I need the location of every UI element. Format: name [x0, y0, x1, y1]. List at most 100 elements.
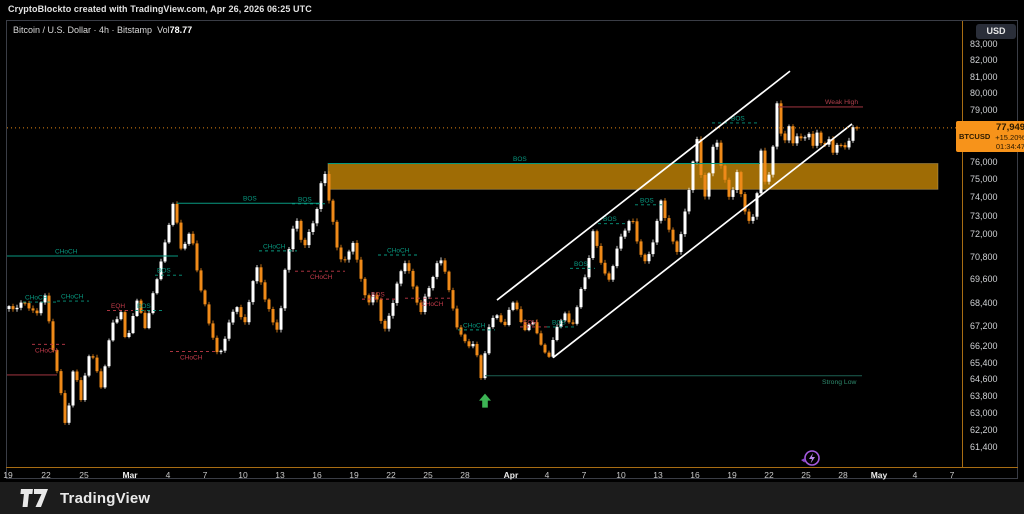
time-tick-label: Mar	[122, 470, 138, 480]
time-tick-label: 4	[912, 470, 918, 480]
price-tick-label: 79,000	[970, 105, 998, 115]
price-tick-label: 61,400	[970, 441, 998, 452]
time-tick-label: 19	[3, 470, 13, 480]
down-wicks	[12, 100, 858, 425]
structure-label: CHoCH	[310, 274, 333, 281]
structure-label: CHoCH	[421, 301, 444, 308]
price-tick-label: 70,800	[970, 251, 998, 262]
time-tick-label: 16	[312, 470, 322, 480]
structure-label: EQH	[111, 303, 125, 310]
supply-zone	[327, 163, 939, 190]
chart-frame	[6, 20, 1018, 479]
time-tick-label: 13	[275, 470, 285, 480]
last-price-tag: BTCUSD 77,949 +15.20% 01:34:47	[956, 120, 1024, 152]
attribution-bar: CryptoBlockto created with TradingView.c…	[0, 0, 1024, 18]
structure-label: BOS	[243, 196, 257, 203]
time-tick-label: May	[870, 470, 888, 480]
time-tick-label: 13	[653, 470, 663, 480]
price-change-percent: +15.20%	[995, 132, 1024, 142]
price-tick-label: 66,200	[970, 341, 998, 352]
structure-label: BOS	[513, 156, 527, 163]
price-tick-label: 67,200	[970, 321, 998, 332]
price-tick-label: 82,000	[970, 55, 998, 66]
up-wicks	[8, 101, 854, 425]
time-tick-label: Apr	[503, 470, 519, 480]
attribution-text: CryptoBlockto created with TradingView.c…	[8, 4, 312, 14]
time-tick-label: 16	[690, 470, 700, 480]
structure-label: CHoCH	[463, 322, 486, 329]
level-label: Weak High	[825, 99, 858, 106]
time-tick-label: 7	[202, 470, 208, 480]
price-tick-label: 63,000	[970, 407, 998, 418]
price-tick-label: 74,000	[970, 192, 998, 203]
price-tick-label: 75,000	[970, 174, 998, 185]
down-candles	[11, 103, 859, 423]
structure-label: CHoCH	[35, 347, 58, 354]
time-tick-label: 19	[349, 470, 359, 480]
volume-value: 78.77	[169, 25, 193, 35]
structure-label: CHoCH	[55, 248, 78, 255]
time-tick-label: 25	[801, 470, 811, 480]
last-price-value: 77,949	[996, 121, 1024, 133]
time-tick-label: 28	[838, 470, 848, 480]
price-tick-label: 80,000	[970, 88, 998, 99]
time-tick-label: 25	[423, 470, 433, 480]
channel-trendline[interactable]	[496, 70, 791, 301]
volume-label: Vol	[157, 25, 170, 35]
time-axis-line	[6, 467, 1018, 468]
structure-label: BOS	[298, 196, 312, 203]
footer-bar: TradingView	[0, 482, 1024, 514]
structure-label: BOS	[731, 115, 745, 122]
price-tick-label: 76,000	[970, 156, 998, 167]
structure-label: CHoCH	[180, 354, 203, 361]
buy-arrow-icon	[479, 393, 492, 408]
structure-label: BOS	[603, 216, 617, 223]
structure-label: BOS	[371, 292, 385, 299]
event-lightning-icon[interactable]	[797, 448, 823, 473]
symbol-name: Bitcoin / U.S. Dollar · 4h · Bitstamp	[13, 25, 153, 35]
time-tick-label: 19	[727, 470, 737, 480]
time-tick-label: 4	[165, 470, 171, 480]
structure-label: CHoCH	[263, 243, 286, 250]
time-tick-label: 22	[41, 470, 51, 480]
channel-trendline[interactable]	[552, 123, 853, 359]
price-tick-label: 62,200	[970, 424, 998, 435]
currency-toggle-button[interactable]: USD	[976, 24, 1016, 39]
structure-label: BOS	[552, 319, 566, 326]
tradingview-logo-icon[interactable]	[20, 489, 50, 507]
bar-countdown-timer: 01:34:47	[995, 141, 1024, 151]
price-tick-label: 81,000	[970, 71, 998, 82]
price-tick-label: 68,400	[970, 297, 998, 308]
symbol-title: Bitcoin / U.S. Dollar · 4h · Bitstamp Vo…	[13, 25, 192, 35]
time-tick-label: 22	[764, 470, 774, 480]
structure-label: BOS	[640, 197, 654, 204]
time-tick-label: 7	[581, 470, 587, 480]
structure-label: BOS	[157, 268, 171, 275]
price-tick-label: 73,000	[970, 210, 998, 221]
chart-plot[interactable]: CHoCH BOS BOS CHoCH CHoCH EQH BOS CHoCH BOS BOS CH…	[7, 22, 962, 467]
level-label: Strong Low	[822, 379, 856, 386]
structure-label: CHoCH	[387, 248, 410, 255]
time-tick-label: 4	[544, 470, 550, 480]
time-tick-label: 10	[616, 470, 626, 480]
price-tick-label: 69,600	[970, 274, 998, 285]
price-tick-label: 63,800	[970, 390, 998, 401]
price-tick-label: 65,400	[970, 357, 998, 368]
structure-label: CHoCH	[25, 295, 48, 302]
time-tick-label: 22	[386, 470, 396, 480]
up-candles	[7, 103, 855, 423]
price-axis-line	[962, 21, 963, 467]
structure-label: BOS	[137, 303, 151, 310]
structure-label: EQH	[523, 319, 537, 326]
price-tick-label: 64,600	[970, 374, 998, 385]
time-tick-label: 28	[460, 470, 470, 480]
price-tick-label: 83,000	[970, 38, 998, 49]
time-tick-label: 25	[79, 470, 89, 480]
time-tick-label: 7	[949, 470, 955, 480]
structure-label: CHoCH	[61, 294, 84, 301]
tradingview-brand-text[interactable]: TradingView	[60, 489, 151, 507]
structure-label: BOS	[574, 261, 588, 268]
time-tick-label: 10	[238, 470, 248, 480]
price-tick-label: 72,000	[970, 229, 998, 240]
price-tag-symbol: BTCUSD	[959, 131, 991, 141]
